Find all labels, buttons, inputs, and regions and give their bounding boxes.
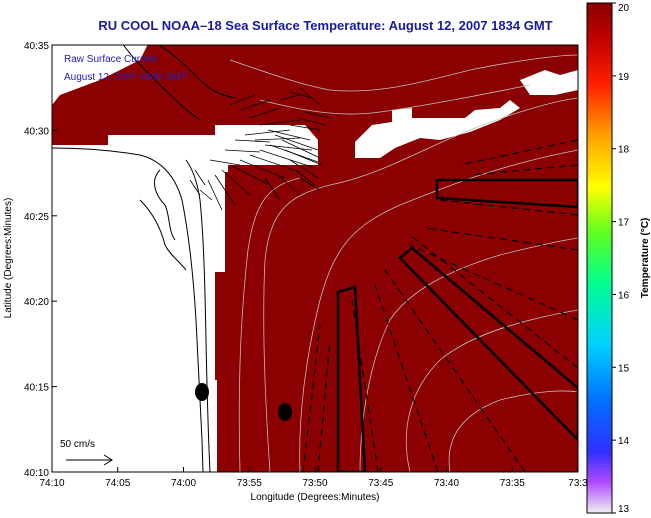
y-tick-label: 40:30 — [24, 126, 49, 137]
cloud-patch — [520, 70, 578, 95]
cloud-patch — [205, 380, 217, 472]
cloud-patch — [215, 172, 225, 272]
colorbar-tick-label: 17 — [618, 218, 630, 229]
coastline — [52, 45, 236, 472]
x-axis-ticks: 74:10 74:05 74:00 73:55 73:50 73:45 73:40 73:35… — [39, 467, 588, 489]
scale-arrow — [66, 454, 113, 466]
y-tick-label: 40:10 — [24, 468, 49, 479]
radar-site-marker — [278, 403, 292, 421]
x-tick-label: 73:3 — [568, 478, 588, 489]
colorbar-tick-label: 16 — [618, 290, 630, 301]
surface-current-vectors — [189, 87, 331, 211]
y-axis-label: Latitude (Degrees:Minutes) — [3, 198, 14, 319]
radar-site-marker — [195, 383, 209, 401]
current-overlay-line1: Raw Surface Current — [64, 54, 158, 65]
y-tick-label: 40:20 — [24, 297, 49, 308]
x-axis-label: Longitude (Degrees:Minutes) — [251, 492, 380, 503]
x-tick-label: 74:10 — [39, 478, 64, 489]
scale-label: 50 cm/s — [60, 439, 95, 450]
colorbar-ticks: 20 19 18 17 16 15 14 13 — [612, 2, 630, 515]
colorbar-tick-label: 19 — [618, 72, 630, 83]
colorbar-label: Temperature (°C) — [640, 218, 651, 299]
x-tick-label: 74:00 — [171, 478, 196, 489]
map-title: RU COOL NOAA–18 Sea Surface Temperature:… — [98, 18, 553, 33]
cloud-patch — [190, 125, 318, 172]
colorbar-tick-label: 13 — [618, 504, 630, 515]
x-tick-label: 73:35 — [500, 478, 525, 489]
transect-boxes — [336, 178, 578, 472]
colorbar-tick-label: 15 — [618, 363, 630, 374]
y-tick-label: 40:15 — [24, 383, 49, 394]
colorbar-tick-label: 20 — [618, 3, 630, 14]
y-axis-ticks: 40:35 40:30 40:25 40:20 40:15 40:10 — [24, 41, 57, 479]
y-tick-label: 40:25 — [24, 212, 49, 223]
x-tick-label: 74:05 — [105, 478, 130, 489]
colorbar — [586, 2, 613, 514]
sst-field — [52, 45, 578, 472]
colorbar-tick-label: 18 — [618, 145, 630, 156]
x-tick-label: 73:50 — [302, 478, 327, 489]
cloud-patch — [355, 100, 520, 158]
current-overlay-line2: August 12, 2007 1800 GMT — [64, 72, 187, 83]
radial-lines — [302, 139, 578, 472]
x-tick-label: 73:45 — [368, 478, 393, 489]
colorbar-tick-label: 14 — [618, 436, 630, 447]
x-tick-label: 73:40 — [434, 478, 459, 489]
y-tick-label: 40:35 — [24, 41, 49, 52]
x-tick-label: 73:55 — [237, 478, 262, 489]
